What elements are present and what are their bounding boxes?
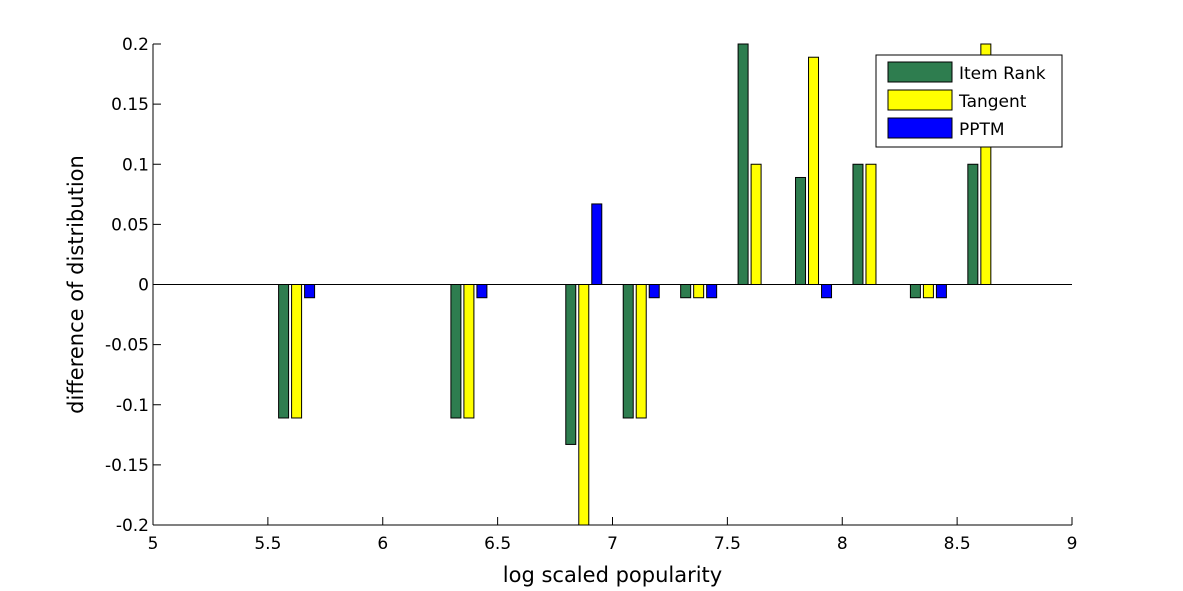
- x-axis-label: log scaled popularity: [503, 563, 722, 587]
- axes-layer: 5 5.5 6 6.5 7 7.5 8 8.5 9 -0.2 -0.15 -0.1 -0.05 0 0.05…: [105, 35, 1077, 554]
- bar-pptm-4: [706, 284, 718, 299]
- bar-tangent-8: [922, 284, 934, 299]
- bar-tangent-4: [693, 284, 705, 299]
- legend-label-item-rank: Item Rank: [959, 64, 1046, 84]
- bar-tangent-3: [635, 284, 647, 419]
- bar-pptm-8: [935, 284, 947, 299]
- legend-label-pptm: PPTM: [959, 120, 1005, 140]
- y-tick-label: 0.15: [111, 95, 149, 115]
- x-tick-label: 5.5: [254, 534, 281, 554]
- bar-item-rank-1: [450, 284, 462, 419]
- x-tick-label: 9: [1067, 534, 1078, 554]
- x-tick-label: 8.5: [944, 534, 971, 554]
- y-tick-label: 0.2: [122, 35, 149, 55]
- y-tick-label: 0: [138, 276, 149, 296]
- legend-label-tangent: Tangent: [958, 92, 1027, 112]
- legend-swatch-tangent: [887, 89, 953, 111]
- bar-tangent-5: [750, 163, 762, 285]
- bar-item-rank-6: [795, 176, 807, 285]
- legend: Item Rank Tangent PPTM: [875, 54, 1063, 148]
- x-tick-label: 6.5: [484, 534, 511, 554]
- y-axis-label: difference of distribution: [64, 155, 88, 414]
- y-tick-label: 0.1: [122, 155, 149, 175]
- x-tick-label: 6: [377, 534, 388, 554]
- bar-tangent-0: [291, 284, 303, 419]
- bar-tangent-6: [808, 56, 820, 286]
- x-tick-label: 7: [607, 534, 618, 554]
- y-tick-label: -0.05: [105, 336, 149, 356]
- bar-pptm-1: [476, 284, 488, 299]
- y-tick-label: -0.1: [116, 396, 149, 416]
- legend-swatch-item-rank: [887, 61, 953, 83]
- bar-pptm-6: [821, 284, 833, 299]
- bar-tangent-7: [865, 163, 877, 285]
- bar-pptm-2: [591, 203, 603, 285]
- bar-tangent-1: [463, 284, 475, 419]
- x-tick-label: 7.5: [714, 534, 741, 554]
- y-tick-label: -0.2: [116, 516, 149, 536]
- bar-item-rank-7: [852, 163, 864, 285]
- x-tick-label: 5: [148, 534, 159, 554]
- y-tick-label: -0.15: [105, 456, 149, 476]
- bar-pptm-3: [648, 284, 660, 299]
- legend-swatch-pptm: [887, 117, 953, 139]
- bar-item-rank-4: [680, 284, 692, 299]
- bar-item-rank-9: [967, 163, 979, 285]
- bar-item-rank-2: [565, 284, 577, 445]
- bar-pptm-0: [304, 284, 316, 299]
- x-tick-label: 8: [837, 534, 848, 554]
- bar-item-rank-3: [622, 284, 634, 419]
- bar-item-rank-5: [737, 43, 749, 285]
- bar-item-rank-8: [909, 284, 921, 299]
- bar-tangent-2: [578, 284, 590, 526]
- y-tick-label: 0.05: [111, 215, 149, 235]
- bar-item-rank-0: [278, 284, 290, 419]
